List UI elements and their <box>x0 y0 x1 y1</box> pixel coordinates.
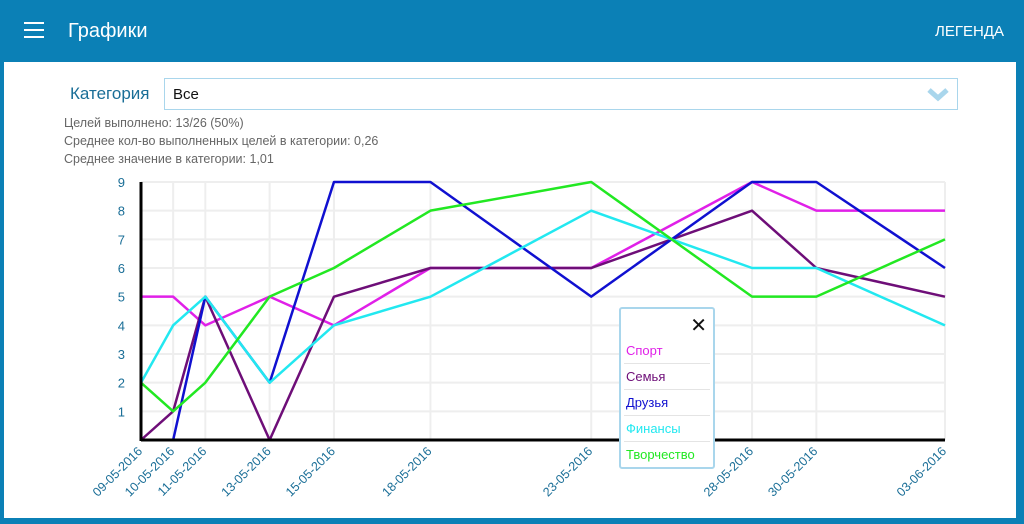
stat-average-completed: Среднее кол-во выполненных целей в катег… <box>64 134 379 148</box>
y-tick-label: 6 <box>118 261 125 276</box>
category-label: Категория <box>70 84 150 103</box>
y-tick-label: 2 <box>118 376 125 391</box>
y-tick-label: 7 <box>118 232 125 247</box>
y-tick-label: 9 <box>118 175 125 190</box>
hamburger-icon[interactable] <box>24 22 44 38</box>
app-bar: Графики ЛЕГЕНДА <box>0 0 1024 62</box>
x-tick-label: 13-05-2016 <box>219 444 274 499</box>
category-select[interactable]: Все <box>164 78 958 110</box>
x-tick-label: 30-05-2016 <box>765 444 820 499</box>
x-tick-label: 03-06-2016 <box>894 444 949 499</box>
legend-item[interactable]: Спорт <box>624 338 710 364</box>
chevron-down-icon <box>927 88 949 102</box>
close-icon[interactable]: ✕ <box>690 315 707 337</box>
series-line <box>141 180 946 442</box>
series-line <box>139 209 946 384</box>
category-selected-value: Все <box>173 86 199 103</box>
legend-item[interactable]: Творчество <box>626 447 695 462</box>
series-line <box>140 180 946 413</box>
legend-item[interactable]: Семья <box>624 364 710 390</box>
legend-item[interactable]: Друзья <box>624 390 710 416</box>
y-tick-label: 1 <box>118 404 125 419</box>
legend-item[interactable]: Финансы <box>624 416 710 442</box>
x-tick-label: 18-05-2016 <box>379 444 434 499</box>
stat-completed: Целей выполнено: 13/26 (50%) <box>64 116 244 130</box>
y-tick-label: 8 <box>118 204 125 219</box>
legend-button[interactable]: ЛЕГЕНДА <box>935 23 1004 40</box>
page-title: Графики <box>68 20 148 42</box>
series-line <box>141 180 945 327</box>
x-tick-label: 15-05-2016 <box>283 444 338 499</box>
content-panel: Категория Все Целей выполнено: 13/26 (50… <box>4 62 1016 518</box>
y-tick-label: 3 <box>118 347 125 362</box>
legend-popup: ✕ Спорт Семья Друзья Финансы Творчество <box>619 307 715 469</box>
y-tick-label: 5 <box>118 290 125 305</box>
series-line <box>140 209 946 442</box>
stats-block: Целей выполнено: 13/26 (50%) Среднее кол… <box>64 114 378 168</box>
stat-average-value: Среднее значение в категории: 1,01 <box>64 152 274 166</box>
x-tick-label: 23-05-2016 <box>540 444 595 499</box>
y-tick-label: 4 <box>118 318 125 333</box>
